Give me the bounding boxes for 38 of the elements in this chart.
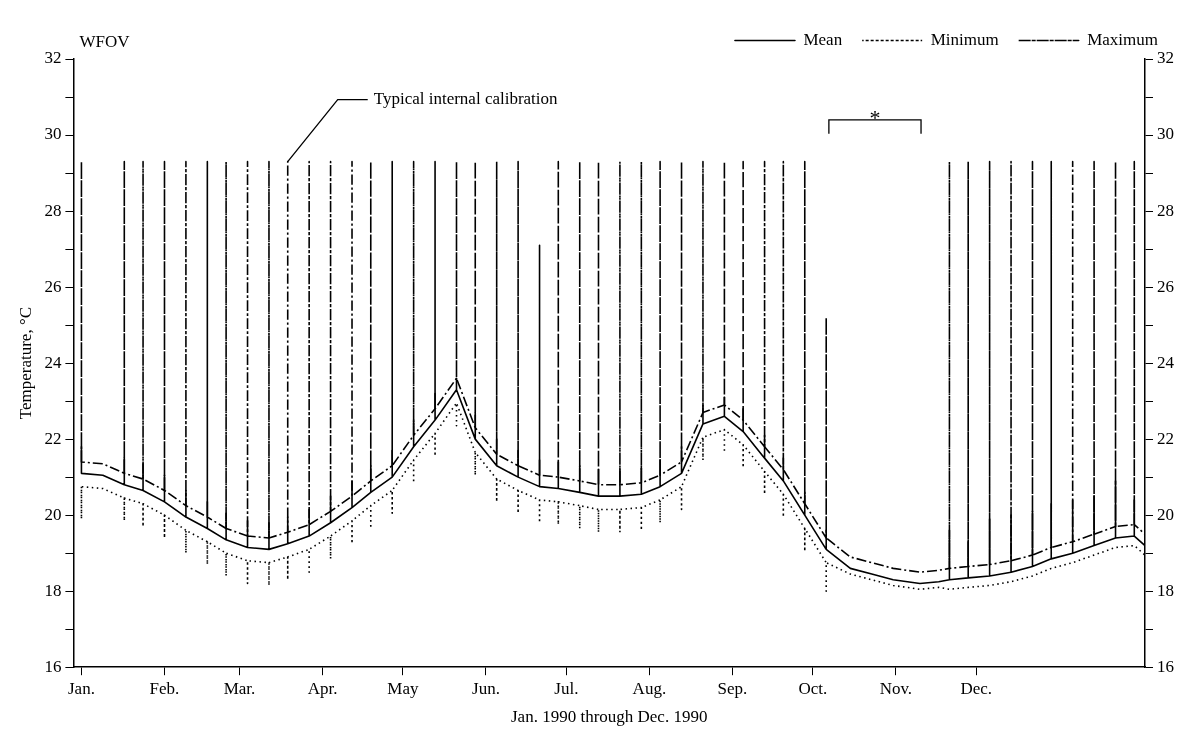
x-axis-title: Jan. 1990 through Dec. 1990 [510, 707, 708, 727]
legend-label: Maximum [1087, 29, 1159, 49]
y2-tick-label: 18 [1157, 580, 1174, 600]
x-tick-label: Jun. [472, 678, 500, 698]
x-tick-label: Mar. [223, 678, 256, 698]
legend-label: Minimum [930, 29, 999, 49]
legend-label: Mean [803, 29, 843, 49]
y2-tick-label: 20 [1157, 504, 1174, 524]
x-tick-label: Jul. [554, 678, 579, 698]
x-tick-label: Feb. [149, 678, 180, 698]
y2-tick-label: 28 [1157, 200, 1174, 220]
y2-tick-label: 30 [1157, 124, 1174, 144]
x-tick-label: May [387, 678, 419, 698]
y-tick-label: 26 [44, 276, 62, 296]
annotation: Typical internal calibration [373, 89, 559, 109]
x-tick-label: Nov. [879, 678, 913, 698]
x-tick-label: Apr. [307, 678, 338, 698]
y2-tick-label: 32 [1157, 48, 1174, 68]
x-tick-label: Aug. [632, 678, 667, 698]
y-tick-label: 24 [44, 352, 62, 372]
y-tick-label: 16 [44, 656, 62, 676]
x-tick-label: Sep. [717, 678, 748, 698]
y-tick-label: 28 [44, 200, 62, 220]
annotation: * [869, 104, 881, 130]
x-tick-label: Jan. [67, 678, 95, 698]
y-tick-label: 32 [44, 48, 62, 68]
y-axis-title: Temperature, °C [15, 306, 35, 420]
y2-tick-label: 24 [1157, 352, 1175, 372]
y2-tick-label: 16 [1157, 656, 1174, 676]
y-tick-label: 20 [44, 504, 62, 524]
y2-tick-label: 26 [1157, 276, 1174, 296]
x-tick-label: Oct. [798, 678, 828, 698]
y-tick-label: 22 [44, 428, 62, 448]
x-tick-label: Dec. [960, 678, 993, 698]
y-tick-label: 30 [44, 124, 62, 144]
chart-title: WFOV [79, 31, 131, 51]
y2-tick-label: 22 [1157, 428, 1174, 448]
y-tick-label: 18 [44, 580, 62, 600]
